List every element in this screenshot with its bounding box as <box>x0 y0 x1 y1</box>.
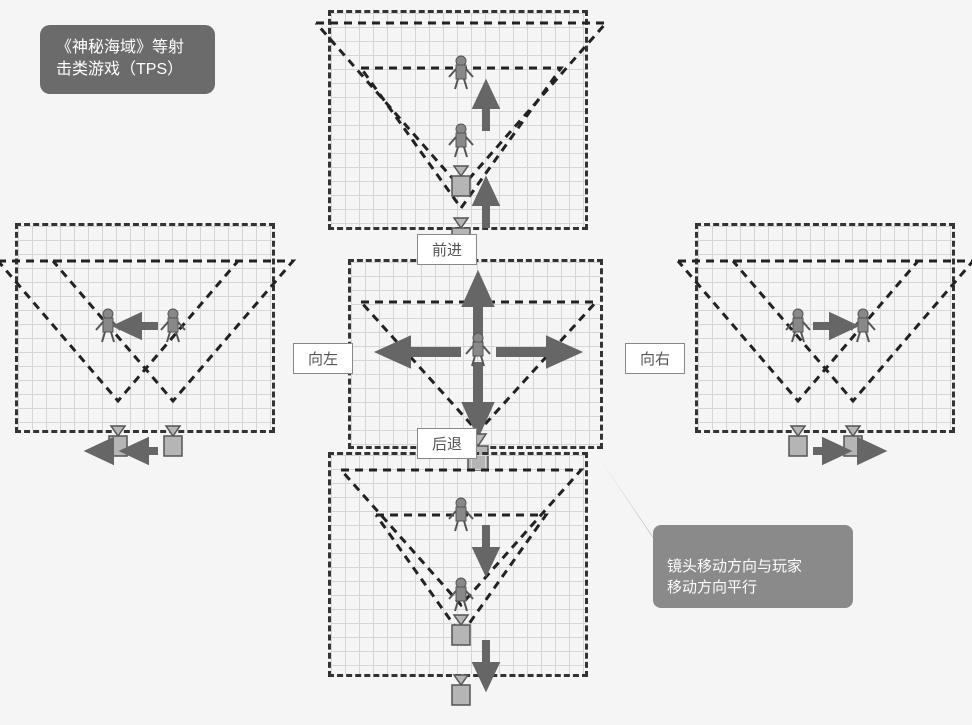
callout-leader <box>0 0 972 683</box>
